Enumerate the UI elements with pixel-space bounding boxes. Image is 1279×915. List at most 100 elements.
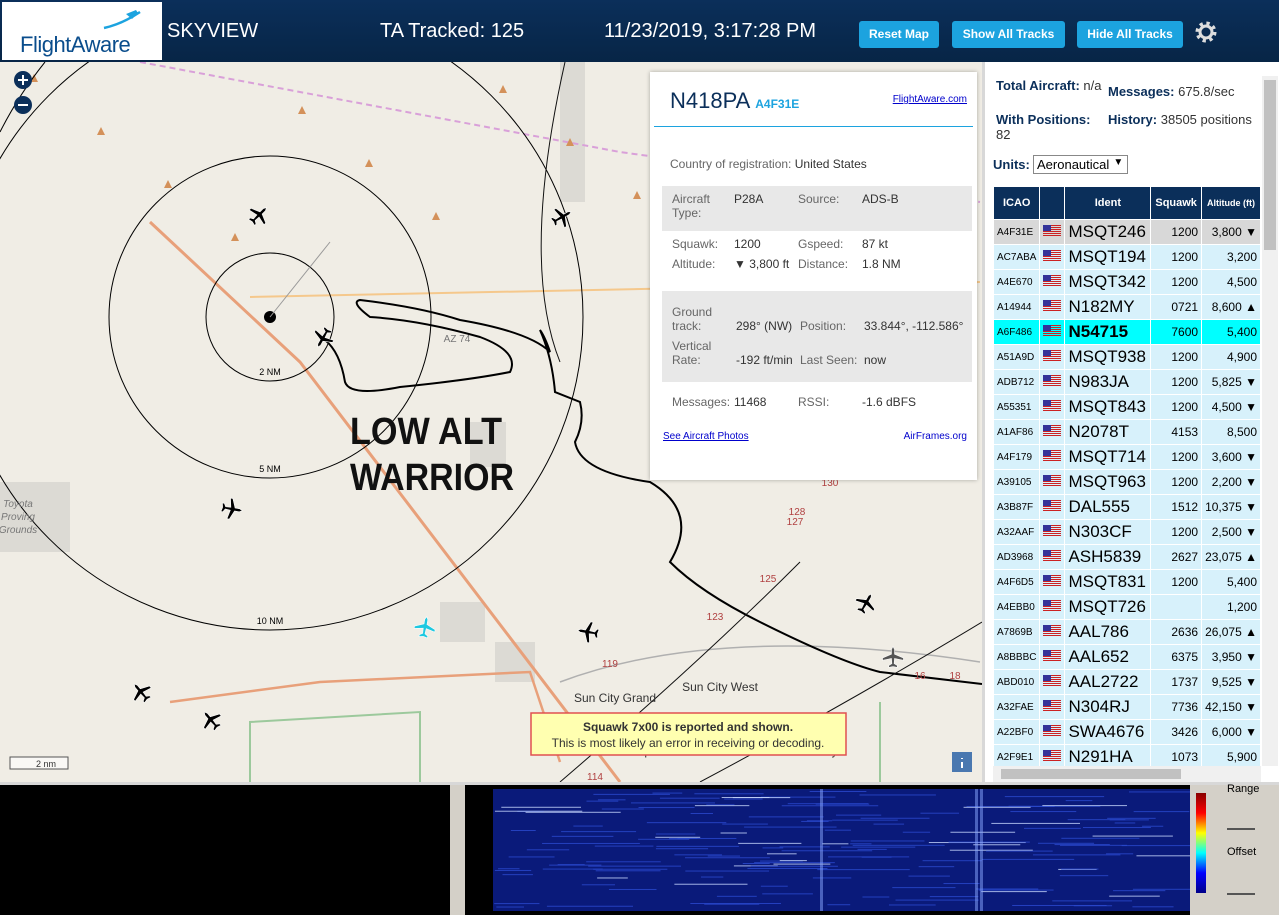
- aircraft-row[interactable]: A7869B AAL786 2636 26,075 ▲: [993, 619, 1261, 645]
- road: [559, 645, 981, 683]
- aircraft-icon[interactable]: [220, 497, 244, 521]
- squawk-cell: 1073: [1150, 744, 1203, 766]
- noise: [1106, 853, 1134, 855]
- noise: [888, 904, 936, 906]
- aircraft-row[interactable]: A8BBBC AAL652 6375 3,950 ▼: [993, 644, 1261, 670]
- noise: [1024, 827, 1081, 829]
- noise: [981, 858, 1075, 860]
- aircraft-row[interactable]: A2F9E1 N291HA 1073 5,900: [993, 744, 1261, 766]
- aircraft-row[interactable]: A4F6D5 MSQT831 1200 5,400: [993, 569, 1261, 595]
- aircraft-icon[interactable]: [548, 203, 577, 232]
- altitude-cell: 5,900: [1201, 744, 1261, 766]
- canton: [1043, 400, 1052, 406]
- squawk-cell: 4153: [1150, 419, 1203, 445]
- aircraft-icon[interactable]: [852, 589, 881, 618]
- noise: [1060, 844, 1128, 846]
- show-tracks-button[interactable]: Show All Tracks: [952, 21, 1065, 48]
- aircraft-row[interactable]: A1AF86 N2078T 4153 8,500: [993, 419, 1261, 445]
- stripe: [1043, 354, 1062, 355]
- icao-cell: A14944: [993, 294, 1041, 320]
- aircraft-row[interactable]: A22BF0 SWA4676 3426 6,000 ▼: [993, 719, 1261, 745]
- aircraft-row[interactable]: ADB712 N983JA 1200 5,825 ▼: [993, 369, 1261, 395]
- logo[interactable]: FlightAware: [2, 2, 162, 60]
- spectrogram: [465, 785, 1190, 915]
- map-area: [470, 422, 506, 467]
- boundary: [249, 702, 881, 782]
- hide-tracks-button[interactable]: Hide All Tracks: [1077, 21, 1183, 48]
- noise: [498, 868, 520, 870]
- aircraft-icon[interactable]: [576, 620, 600, 644]
- aircraft-row[interactable]: A51A9D MSQT938 1200 4,900: [993, 344, 1261, 370]
- noise: [748, 816, 824, 818]
- h-scroll-thumb[interactable]: [1001, 769, 1181, 779]
- aircraft-row[interactable]: A4E670 MSQT342 1200 4,500: [993, 269, 1261, 295]
- aircraft-row[interactable]: A4F179 MSQT714 1200 3,600 ▼: [993, 444, 1261, 470]
- noise: [1032, 854, 1121, 856]
- flag: [1043, 550, 1062, 561]
- stripe: [1043, 679, 1062, 680]
- v-scroll-thumb[interactable]: [1264, 80, 1276, 250]
- canton: [1043, 375, 1052, 381]
- aircraft-table: ICAO Ident Squawk Altitude (ft) A4F31E MSQT24…: [993, 186, 1261, 766]
- aircraft-row[interactable]: A39105 MSQT963 1200 2,200 ▼: [993, 469, 1261, 495]
- noise: [525, 811, 621, 813]
- aircraft-icon[interactable]: [413, 615, 437, 639]
- annotation: LOW ALT: [350, 411, 502, 453]
- aircraft-icon[interactable]: [882, 645, 904, 668]
- aircraft-row[interactable]: A32FAE N304RJ 7736 42,150 ▼: [993, 694, 1261, 720]
- ident-cell: AAL786: [1064, 619, 1152, 645]
- ident-cell: DAL555: [1064, 494, 1152, 520]
- aircraft-icon[interactable]: [196, 705, 225, 734]
- squawk-cell: 6375: [1150, 644, 1203, 670]
- aircraft-row[interactable]: A6F486 N54715 7600 5,400: [993, 319, 1261, 345]
- column-header[interactable]: Ident: [1064, 186, 1152, 220]
- flightaware-link[interactable]: FlightAware.com: [892, 94, 967, 105]
- aircraft-row[interactable]: A32AAF N303CF 1200 2,500 ▼: [993, 519, 1261, 545]
- aircraft-row[interactable]: A3B87F DAL555 1512 10,375 ▼: [993, 494, 1261, 520]
- noise: [656, 845, 739, 847]
- column-header[interactable]: Squawk: [1150, 186, 1203, 220]
- country-row: Country of registration: United States: [670, 157, 867, 171]
- noise: [827, 904, 851, 906]
- aircraft-icon[interactable]: [244, 200, 274, 230]
- airframes-link[interactable]: AirFrames.org: [903, 431, 967, 442]
- aircraft-icon[interactable]: [126, 677, 155, 706]
- noise: [508, 856, 555, 858]
- photos-link[interactable]: See Aircraft Photos: [663, 431, 749, 442]
- aircraft-row[interactable]: A55351 MSQT843 1200 4,500 ▼: [993, 394, 1261, 420]
- stripe: [1043, 460, 1062, 461]
- spectrum-panel: Range Offset: [0, 783, 1279, 915]
- aircraft-row[interactable]: AD3968 ASH5839 2627 23,075 ▲: [993, 544, 1261, 570]
- stripe: [1043, 579, 1062, 580]
- aircraft-row[interactable]: A4F31E MSQT246 1200 3,800 ▼: [993, 219, 1261, 245]
- range-slider[interactable]: [1227, 808, 1255, 830]
- reset-map-button[interactable]: Reset Map: [859, 21, 939, 48]
- stat-label: History:: [1108, 112, 1158, 127]
- column-header[interactable]: Altitude (ft): [1201, 186, 1261, 220]
- squawk-cell: 7736: [1150, 694, 1203, 720]
- aircraft-row[interactable]: A4EBB0 MSQT726 1,200: [993, 594, 1261, 620]
- aircraft-icon[interactable]: [309, 324, 338, 353]
- noise: [608, 888, 657, 890]
- map-area: [560, 62, 585, 202]
- stripe: [1043, 333, 1062, 334]
- column-header[interactable]: ICAO: [993, 186, 1041, 220]
- stripe: [1043, 631, 1062, 632]
- stripe: [1043, 602, 1062, 603]
- aircraft-row[interactable]: A14944 N182MY 0721 8,600 ▲: [993, 294, 1261, 320]
- units-select[interactable]: Aeronautical ▼: [1033, 155, 1129, 174]
- squawk-cell: 1200: [1150, 219, 1203, 245]
- stripe: [1043, 556, 1062, 557]
- stripe: [1043, 677, 1062, 678]
- column-header[interactable]: [1039, 186, 1066, 220]
- noise: [836, 814, 882, 816]
- offset-slider[interactable]: [1227, 873, 1255, 895]
- v-scrollbar[interactable]: [1262, 76, 1278, 766]
- h-scrollbar[interactable]: [993, 766, 1261, 782]
- noise: [655, 848, 709, 850]
- aircraft-row[interactable]: ABD010 AAL2722 1737 9,525 ▼: [993, 669, 1261, 695]
- aircraft-row[interactable]: AC7ABA MSQT194 1200 3,200: [993, 244, 1261, 270]
- settings-gear[interactable]: [1194, 20, 1218, 44]
- stripe: [1043, 435, 1062, 436]
- popup-section: Squawk: 1200 Gspeed: 87 kt Altitude: ▼ 3,800 …: [662, 231, 972, 291]
